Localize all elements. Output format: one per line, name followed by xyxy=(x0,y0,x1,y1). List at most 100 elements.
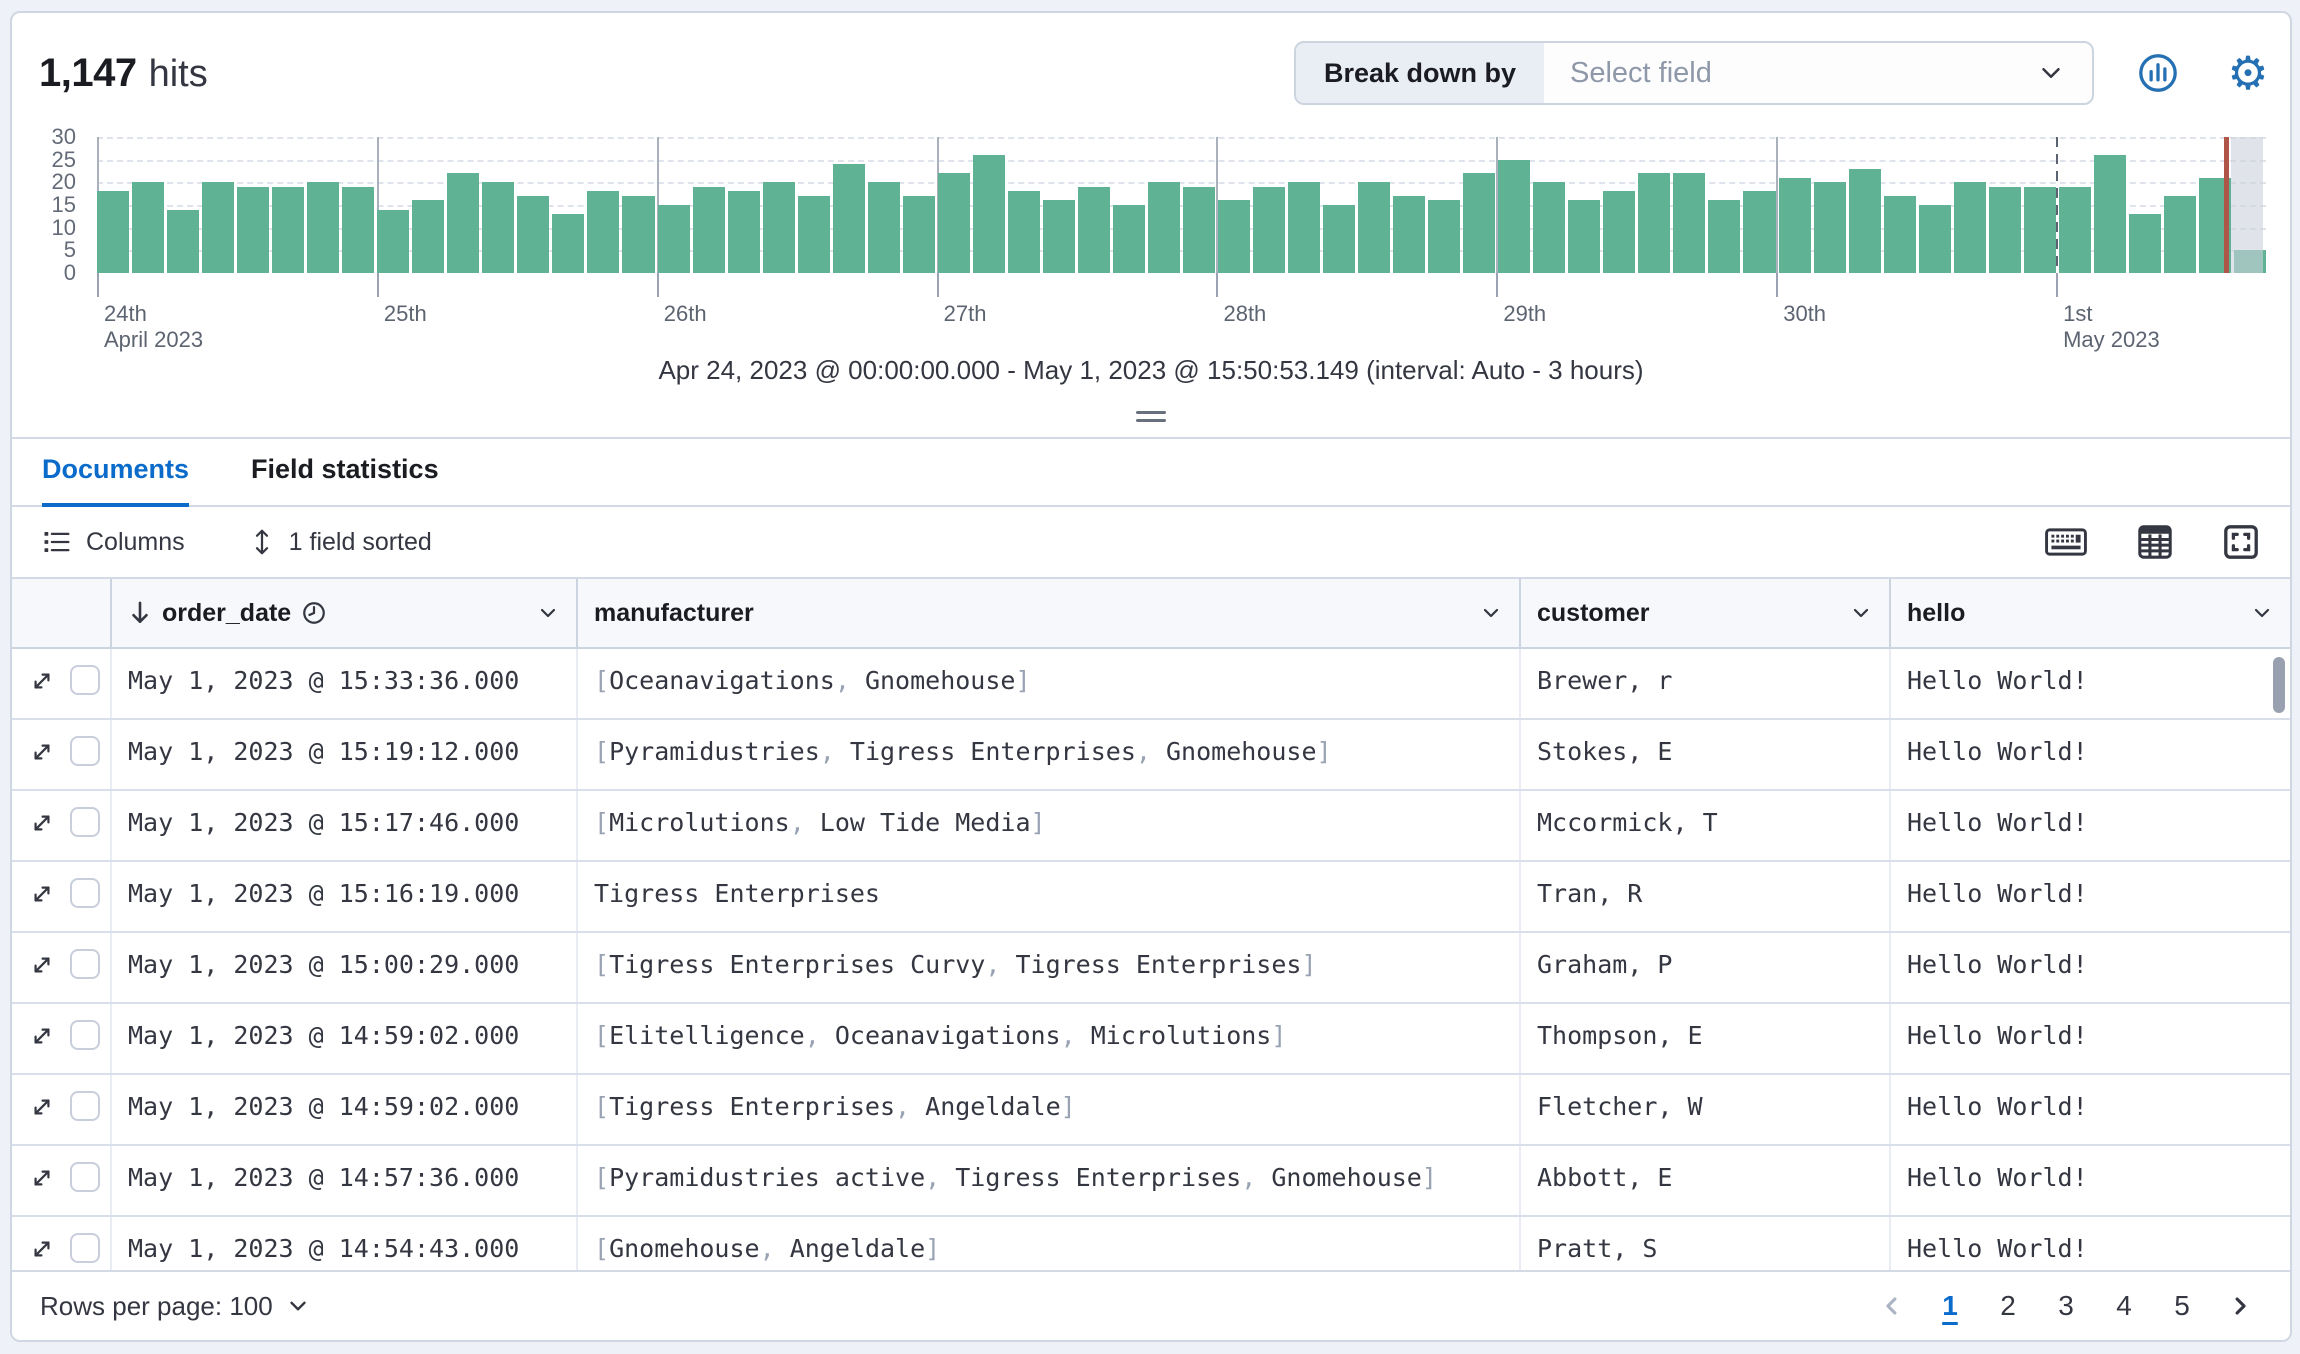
sort-fields-button[interactable]: 1 field sorted xyxy=(249,527,432,557)
histogram-bar xyxy=(1077,187,1110,273)
next-page-button[interactable] xyxy=(2218,1292,2262,1320)
page-2-button[interactable]: 2 xyxy=(2000,1290,2016,1321)
table-row: May 1, 2023 @ 15:33:36.000 [Oceanavigati… xyxy=(12,649,2290,720)
chevron-down-icon[interactable] xyxy=(1849,601,1873,625)
expand-document-icon[interactable] xyxy=(28,880,56,908)
cell-manufacturer: [Elitelligence, Oceanavigations, Microlu… xyxy=(578,1004,1521,1073)
cell-hello: Hello World! xyxy=(1907,950,2088,979)
x-axis-tick-label: 1st May 2023 xyxy=(2063,301,2160,352)
select-row-checkbox[interactable] xyxy=(70,1162,100,1192)
table-row: May 1, 2023 @ 15:17:46.000 [Microlutions… xyxy=(12,791,2290,862)
select-row-checkbox[interactable] xyxy=(70,1091,100,1121)
grid-footer: Rows per page: 100 1 2 3 4 5 xyxy=(12,1270,2290,1340)
day-separator-line xyxy=(1496,137,1499,273)
cell-manufacturer: [Pyramidustries active, Tigress Enterpri… xyxy=(578,1146,1521,1215)
hits-header: 1,147 hits Break down by Select field xyxy=(12,13,2290,123)
row-control-cell xyxy=(12,720,112,789)
select-row-checkbox[interactable] xyxy=(70,1020,100,1050)
x-axis-tick xyxy=(2056,273,2059,297)
cell-order-date: May 1, 2023 @ 15:00:29.000 xyxy=(112,933,578,1002)
header-customer[interactable]: customer xyxy=(1521,579,1891,647)
select-row-checkbox[interactable] xyxy=(70,736,100,766)
histogram-bar xyxy=(272,187,305,273)
histogram-bar xyxy=(237,187,270,273)
expand-document-icon[interactable] xyxy=(28,667,56,695)
header-control-column xyxy=(12,579,112,647)
sort-updown-icon xyxy=(249,527,275,557)
y-axis-tick-label: 0 xyxy=(63,260,76,285)
cell-customer: Tran, R xyxy=(1521,862,1891,931)
display-options-button[interactable] xyxy=(2136,523,2174,561)
chevron-down-icon[interactable] xyxy=(1479,601,1503,625)
cell-hello: Hello World! xyxy=(1907,666,2088,695)
hits-count: 1,147 xyxy=(39,50,137,95)
header-hello[interactable]: hello xyxy=(1891,579,2290,647)
expand-document-icon[interactable] xyxy=(28,1093,56,1121)
rows-per-page-button[interactable]: Rows per page: 100 xyxy=(40,1291,311,1322)
histogram-bar xyxy=(2058,187,2091,273)
cell-manufacturer: [Tigress Enterprises Curvy, Tigress Ente… xyxy=(578,933,1521,1002)
select-row-checkbox[interactable] xyxy=(70,665,100,695)
edit-visualization-button[interactable] xyxy=(2132,47,2184,99)
expand-document-icon[interactable] xyxy=(28,1022,56,1050)
tab-documents[interactable]: Documents xyxy=(42,454,190,507)
header-order-date[interactable]: order_date xyxy=(112,579,578,647)
histogram-bar xyxy=(2093,155,2126,273)
columns-button[interactable]: Columns xyxy=(42,527,185,557)
histogram-bar xyxy=(1883,196,1916,273)
tab-field-statistics[interactable]: Field statistics xyxy=(251,454,439,484)
breakdown-field-select[interactable]: Select field xyxy=(1544,43,2092,103)
gridline xyxy=(97,227,2266,230)
fullscreen-button[interactable] xyxy=(2222,523,2260,561)
histogram-bar xyxy=(657,205,690,273)
vertical-scrollbar[interactable] xyxy=(2273,657,2285,713)
page-5-button[interactable]: 5 xyxy=(2174,1290,2190,1321)
expand-document-icon[interactable] xyxy=(28,951,56,979)
histogram-bars xyxy=(97,137,2266,273)
histogram-bar xyxy=(1988,187,2021,273)
chart-controls: Break down by Select field xyxy=(1293,41,2274,105)
cell-order-date: May 1, 2023 @ 14:54:43.000 xyxy=(112,1217,578,1270)
histogram-bar xyxy=(1673,173,1706,273)
page-4-button[interactable]: 4 xyxy=(2116,1290,2132,1321)
page-1-button[interactable]: 1 xyxy=(1942,1290,1958,1321)
expand-document-icon[interactable] xyxy=(28,809,56,837)
chevron-down-icon[interactable] xyxy=(536,601,560,625)
header-manufacturer[interactable]: manufacturer xyxy=(578,579,1521,647)
histogram-bar xyxy=(132,182,165,273)
display-options-icon xyxy=(2136,523,2174,561)
histogram-bar xyxy=(692,187,725,273)
select-row-checkbox[interactable] xyxy=(70,807,100,837)
histogram-plot[interactable]: 24th April 2023 25th 26th 27th 28th 29th 30th 1s… xyxy=(97,137,2266,352)
histogram-bar xyxy=(1918,205,1951,273)
histogram-bar xyxy=(202,182,235,273)
histogram-bar xyxy=(1007,191,1040,273)
select-row-checkbox[interactable] xyxy=(70,949,100,979)
day-separator-line xyxy=(1216,137,1219,273)
cell-order-date: May 1, 2023 @ 15:33:36.000 xyxy=(112,649,578,718)
histogram-bar xyxy=(377,210,410,273)
chevron-down-icon[interactable] xyxy=(2250,601,2274,625)
page-3-button[interactable]: 3 xyxy=(2058,1290,2074,1321)
documents-grid: order_date manufacturer customer xyxy=(12,579,2290,1270)
expand-document-icon[interactable] xyxy=(28,738,56,766)
select-row-checkbox[interactable] xyxy=(70,878,100,908)
expand-document-icon[interactable] xyxy=(28,1235,56,1263)
cell-order-date: May 1, 2023 @ 15:16:19.000 xyxy=(112,862,578,931)
select-row-checkbox[interactable] xyxy=(70,1233,100,1263)
previous-page-button[interactable] xyxy=(1870,1292,1914,1320)
columns-button-label: Columns xyxy=(86,527,185,556)
histogram-bar xyxy=(2163,196,2196,273)
gridline xyxy=(97,205,2266,207)
cell-hello: Hello World! xyxy=(1907,879,2088,908)
view-tabs: Documents Field statistics xyxy=(12,439,2290,507)
cell-manufacturer: Tigress Enterprises xyxy=(578,862,1521,931)
cell-order-date: May 1, 2023 @ 14:59:02.000 xyxy=(112,1075,578,1144)
histogram-section: 0 5 10 15 20 25 30 24th April 2023 25th 26th 27th 2… xyxy=(12,123,2290,352)
chart-options-button[interactable]: ⚙ xyxy=(2222,47,2274,99)
chart-lens-icon xyxy=(2136,51,2180,95)
expand-document-icon[interactable] xyxy=(28,1164,56,1192)
keyboard-shortcuts-button[interactable] xyxy=(2044,525,2088,559)
row-control-cell xyxy=(12,862,112,931)
chart-resize-handle[interactable] xyxy=(1136,406,1166,427)
